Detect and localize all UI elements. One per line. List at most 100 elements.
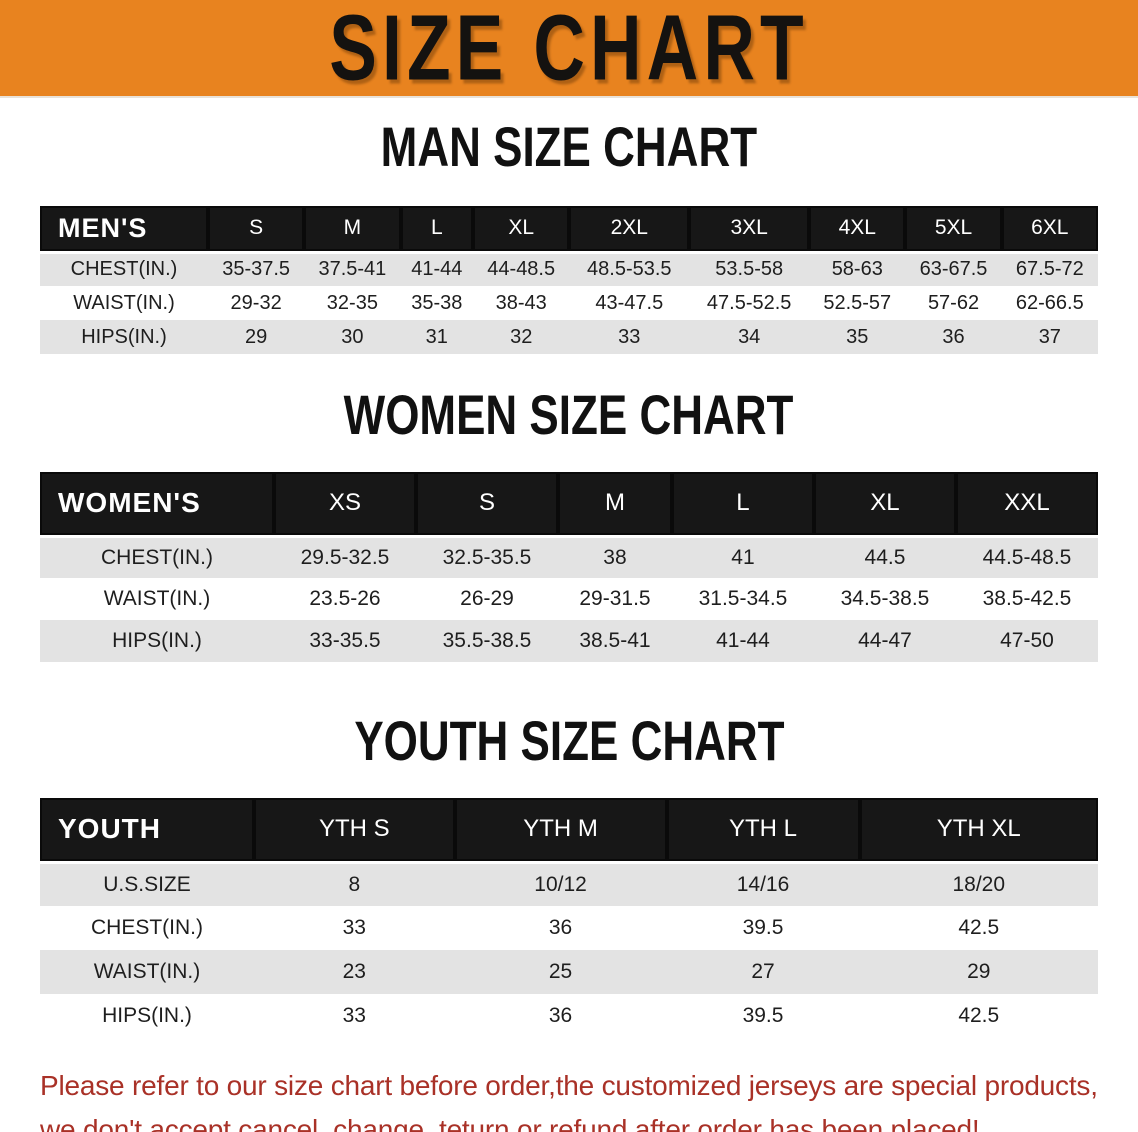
measurement-value: 44-47	[813, 620, 956, 662]
measurement-value: 34	[689, 320, 810, 354]
row-label: WAIST(IN.)	[40, 286, 208, 320]
measurement-row: HIPS(IN.) 33-35.5 35.5-38.5 38.5-41 41-44 44-…	[40, 620, 1098, 662]
size-column-header: XXL	[955, 472, 1098, 538]
measurement-value: 29	[208, 320, 305, 354]
measurement-value: 35-38	[400, 286, 474, 320]
size-column-header: S	[208, 206, 305, 254]
measurement-value: 67.5-72	[1001, 252, 1098, 286]
size-header-row: WOMEN'S XS S M L XL XXL	[40, 472, 1098, 538]
row-label: CHEST(IN.)	[40, 252, 208, 286]
measurement-value: 47-50	[955, 620, 1098, 662]
size-column-header: XS	[274, 472, 416, 538]
measurement-row: WAIST(IN.) 23 25 27 29	[40, 950, 1098, 994]
order-disclaimer: Please refer to our size chart before or…	[40, 1064, 1108, 1132]
measurement-value: 29-32	[208, 286, 305, 320]
measurement-value: 38	[558, 536, 672, 578]
measurement-row: U.S.SIZE 8 10/12 14/16 18/20	[40, 862, 1098, 906]
men-size-table: MEN'S S M L XL 2XL 3XL 4XL 5XL 6XL CHEST(IN.) 35-37…	[40, 206, 1098, 354]
measurement-value: 29-31.5	[558, 578, 672, 620]
row-label: U.S.SIZE	[40, 862, 254, 906]
measurement-row: CHEST(IN.) 35-37.5 37.5-41 41-44 44-48.5 48.5…	[40, 252, 1098, 286]
measurement-value: 53.5-58	[689, 252, 810, 286]
measurement-value: 58-63	[809, 252, 906, 286]
measurement-value: 38.5-41	[558, 620, 672, 662]
measurement-value: 48.5-53.5	[569, 252, 690, 286]
measurement-row: CHEST(IN.) 33 36 39.5 42.5	[40, 906, 1098, 950]
disclaimer-line-1: Please refer to our size chart before or…	[40, 1070, 1098, 1101]
size-chart-banner: SIZE CHART	[0, 0, 1138, 100]
size-column-header: 5XL	[905, 206, 1002, 254]
measurement-value: 33	[254, 906, 455, 950]
measurement-row: WAIST(IN.) 23.5-26 26-29 29-31.5 31.5-34.5 34…	[40, 578, 1098, 620]
measurement-value: 35-37.5	[208, 252, 305, 286]
size-column-header: 4XL	[809, 206, 906, 254]
measurement-value: 52.5-57	[809, 286, 906, 320]
measurement-value: 26-29	[416, 578, 558, 620]
women-heading-text: WOMEN SIZE CHART	[344, 383, 794, 447]
row-label: WAIST(IN.)	[40, 578, 274, 620]
banner-title: SIZE CHART	[329, 0, 809, 100]
measurement-value: 25	[454, 950, 667, 994]
measurement-value: 36	[905, 320, 1002, 354]
measurement-row: HIPS(IN.) 33 36 39.5 42.5	[40, 994, 1098, 1038]
measurement-row: HIPS(IN.) 29 30 31 32 33 34 35 36 37	[40, 320, 1098, 354]
measurement-value: 10/12	[454, 862, 667, 906]
women-size-table: WOMEN'S XS S M L XL XXL CHEST(IN.) 29.5-32.5 32.5…	[40, 472, 1098, 662]
measurement-value: 41	[671, 536, 814, 578]
measurement-value: 33	[254, 994, 455, 1038]
row-label: HIPS(IN.)	[40, 320, 208, 354]
size-column-header: 6XL	[1001, 206, 1098, 254]
size-column-header: S	[416, 472, 558, 538]
size-column-header: 2XL	[569, 206, 690, 254]
measurement-value: 23	[254, 950, 455, 994]
measurement-value: 63-67.5	[905, 252, 1002, 286]
size-column-header: M	[558, 472, 672, 538]
measurement-value: 36	[454, 906, 667, 950]
measurement-value: 38.5-42.5	[955, 578, 1098, 620]
measurement-value: 44.5-48.5	[955, 536, 1098, 578]
measurement-value: 32	[473, 320, 570, 354]
size-column-header: L	[400, 206, 474, 254]
youth-heading-text: YOUTH SIZE CHART	[353, 709, 785, 773]
size-column-header: YTH M	[454, 798, 667, 864]
women-section-heading: WOMEN SIZE CHART	[0, 383, 1138, 450]
disclaimer-line-2: we don't accept cancel, change, teturn o…	[40, 1114, 980, 1132]
measurement-row: CHEST(IN.) 29.5-32.5 32.5-35.5 38 41 44.5 44.5…	[40, 536, 1098, 578]
measurement-value: 39.5	[666, 906, 860, 950]
measurement-value: 41-44	[671, 620, 814, 662]
youth-section-heading: YOUTH SIZE CHART	[0, 709, 1138, 776]
women-size-section: WOMEN SIZE CHART WOMEN'S XS S M L XL XXL CHEST(…	[0, 383, 1138, 662]
measurement-value: 57-62	[905, 286, 1002, 320]
row-label: HIPS(IN.)	[40, 994, 254, 1038]
measurement-value: 30	[304, 320, 401, 354]
measurement-value: 37	[1001, 320, 1098, 354]
measurement-value: 32.5-35.5	[416, 536, 558, 578]
size-column-header: YTH L	[666, 798, 860, 864]
measurement-value: 36	[454, 994, 667, 1038]
measurement-row: WAIST(IN.) 29-32 32-35 35-38 38-43 43-47.5 47.…	[40, 286, 1098, 320]
size-column-header: XL	[813, 472, 956, 538]
measurement-value: 32-35	[304, 286, 401, 320]
size-column-header: XL	[473, 206, 570, 254]
measurement-value: 42.5	[859, 906, 1098, 950]
measurement-value: 47.5-52.5	[689, 286, 810, 320]
table-title-cell: YOUTH	[40, 798, 254, 864]
measurement-value: 42.5	[859, 994, 1098, 1038]
measurement-value: 33	[569, 320, 690, 354]
measurement-value: 34.5-38.5	[813, 578, 956, 620]
row-label: CHEST(IN.)	[40, 906, 254, 950]
row-label: WAIST(IN.)	[40, 950, 254, 994]
row-label: CHEST(IN.)	[40, 536, 274, 578]
size-column-header: L	[671, 472, 814, 538]
size-header-row: MEN'S S M L XL 2XL 3XL 4XL 5XL 6XL	[40, 206, 1098, 254]
size-header-row: YOUTH YTH S YTH M YTH L YTH XL	[40, 798, 1098, 864]
measurement-value: 44.5	[813, 536, 956, 578]
measurement-value: 35	[809, 320, 906, 354]
measurement-value: 41-44	[400, 252, 474, 286]
measurement-value: 31	[400, 320, 474, 354]
measurement-value: 38-43	[473, 286, 570, 320]
measurement-value: 29	[859, 950, 1098, 994]
youth-size-table: YOUTH YTH S YTH M YTH L YTH XL U.S.SIZE 8 10/12…	[40, 798, 1098, 1038]
table-title-cell: WOMEN'S	[40, 472, 274, 538]
measurement-value: 29.5-32.5	[274, 536, 416, 578]
